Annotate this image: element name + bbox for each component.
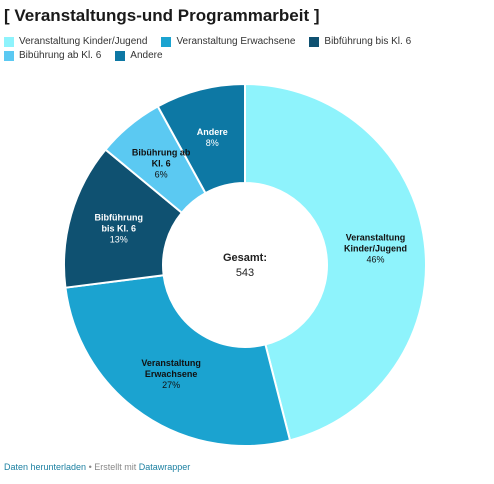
legend-swatch-kinder-jugend xyxy=(4,36,14,47)
slice-label-line: Bibführung xyxy=(94,212,143,222)
slice-erwachsene[interactable] xyxy=(64,274,292,447)
slice-kinder-jugend[interactable] xyxy=(244,82,427,442)
slice-value-label: 27% xyxy=(162,380,180,390)
legend-swatch-bibfuehrung-bis-kl6 xyxy=(309,36,320,47)
slice-value-label: 8% xyxy=(206,138,219,148)
download-data-link[interactable]: Daten herunterladen xyxy=(4,462,87,472)
legend-swatch-andere xyxy=(115,50,126,61)
slice-label-line: Kinder/Jugend xyxy=(344,244,407,254)
slice-value-label: 6% xyxy=(155,170,168,180)
legend-swatch-erwachsene xyxy=(161,36,172,47)
legend-label-bibfuehrung-ab-kl6: Bibührung ab Kl. 6 xyxy=(19,50,102,61)
footer-separator: • Erstellt mit xyxy=(86,462,139,472)
slice-label-line: Veranstaltung xyxy=(346,233,406,243)
slice-label-kinder-jugend: Veranstaltung Kinder/Jugend 46% xyxy=(344,233,407,265)
slice-label-line: Bibührung ab xyxy=(132,148,191,158)
datawrapper-link[interactable]: Datawrapper xyxy=(138,462,191,472)
slice-label-line: Veranstaltung xyxy=(141,358,201,368)
legend-item-erwachsene: Veranstaltung Erwachsene xyxy=(161,36,295,47)
slice-label-bibfuehrung-bis-kl6: Bibführung bis Kl. 6 13% xyxy=(94,212,143,244)
center-total-label: Gesamt: xyxy=(223,252,267,264)
slice-labels: Veranstaltung Kinder/Jugend 46%Veranstaltu… xyxy=(94,127,406,390)
slice-label-andere: Andere 8% xyxy=(197,127,228,148)
chart-title: [ Veranstaltungs-und Programmarbeit ] xyxy=(4,6,320,25)
legend-item-kinder-jugend: Veranstaltung Kinder/Jugend xyxy=(4,36,147,47)
legend-swatch-bibfuehrung-ab-kl6 xyxy=(4,50,14,61)
slice-value-label: 46% xyxy=(366,255,384,265)
legend: Veranstaltung Kinder/Jugend Veranstaltun… xyxy=(4,36,434,61)
slice-label-line: Andere xyxy=(197,127,228,137)
legend-item-andere: Andere xyxy=(115,50,163,61)
slice-label-line: Kl. 6 xyxy=(152,159,171,169)
slice-value-label: 13% xyxy=(110,234,128,244)
footer: Daten herunterladen • Erstellt mit Dataw… xyxy=(4,462,190,472)
slice-label-erwachsene: Veranstaltung Erwachsene 27% xyxy=(141,358,201,390)
donut-chart: Veranstaltung Kinder/Jugend 46%Veranstaltu… xyxy=(63,82,427,447)
slice-bibfuehrung-bis-kl6[interactable] xyxy=(63,148,184,289)
legend-label-kinder-jugend: Veranstaltung Kinder/Jugend xyxy=(19,36,148,47)
legend-item-bibfuehrung-ab-kl6: Bibührung ab Kl. 6 xyxy=(4,50,101,61)
slice-label-bibfuehrung-ab-kl6: Bibührung ab Kl. 6 6% xyxy=(132,148,191,180)
slice-label-line: bis Kl. 6 xyxy=(101,223,136,233)
center-total-value: 543 xyxy=(236,267,254,279)
slice-andere[interactable] xyxy=(156,82,246,195)
legend-label-bibfuehrung-bis-kl6: Bibführung bis Kl. 6 xyxy=(324,36,412,47)
legend-label-andere: Andere xyxy=(130,50,163,61)
legend-label-erwachsene: Veranstaltung Erwachsene xyxy=(176,36,296,47)
donut-slices xyxy=(63,82,427,447)
legend-item-bibfuehrung-bis-kl6: Bibführung bis Kl. 6 xyxy=(309,36,411,47)
slice-label-line: Erwachsene xyxy=(145,369,198,379)
